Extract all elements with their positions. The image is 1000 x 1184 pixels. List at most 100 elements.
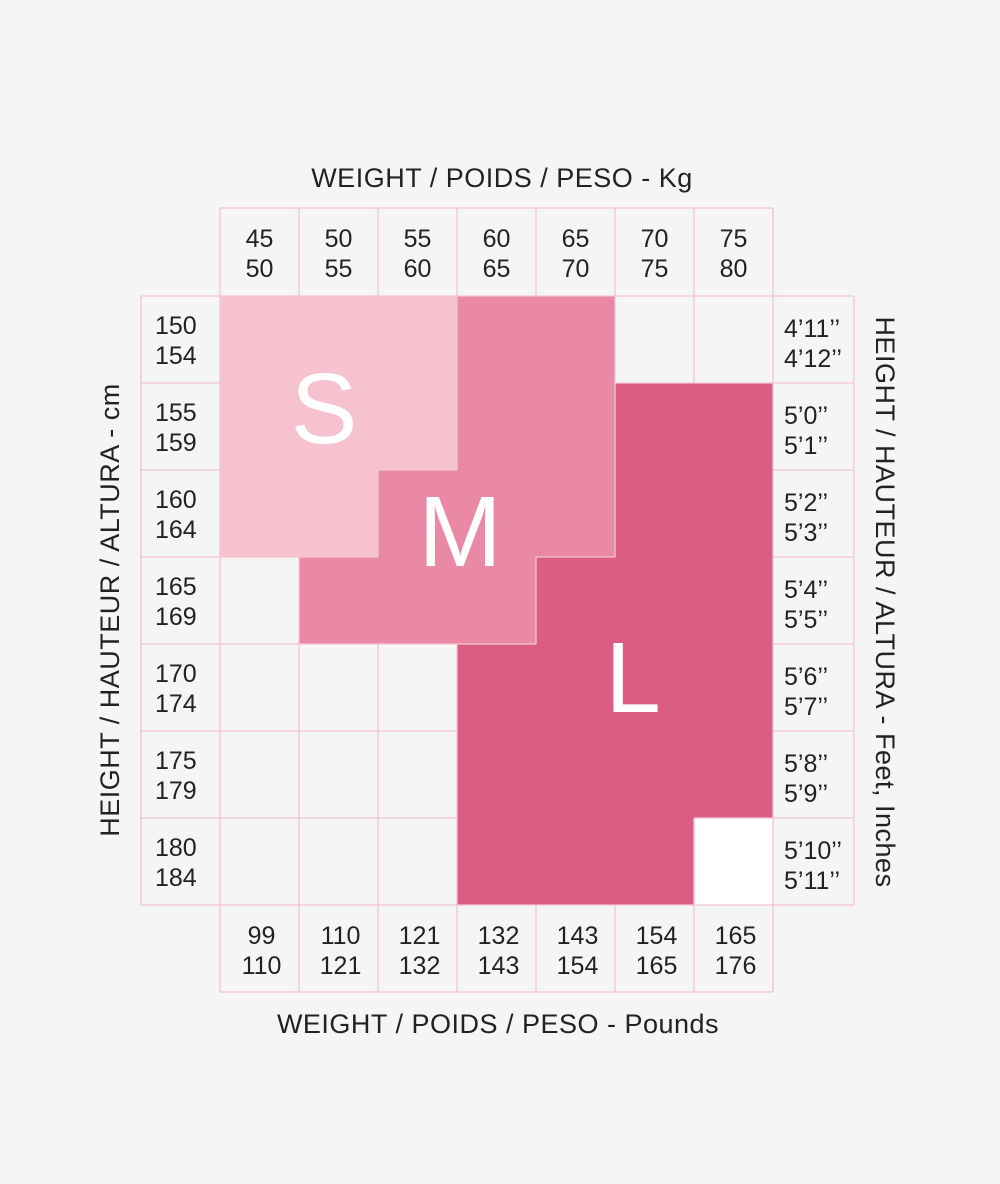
weight-lb-label: 110 bbox=[242, 952, 282, 980]
height-cm-label: 154 bbox=[155, 342, 197, 370]
weight-kg-label: 65 bbox=[483, 255, 511, 283]
height-ft-label: 5’8’’ bbox=[784, 750, 828, 778]
weight-lb-label: 143 bbox=[557, 922, 599, 950]
weight-kg-label: 50 bbox=[325, 225, 353, 253]
size-cell-m bbox=[536, 470, 616, 558]
size-cell-l bbox=[615, 731, 695, 819]
weight-lb-label: 154 bbox=[557, 952, 599, 980]
weight-lb-label: 121 bbox=[320, 952, 362, 980]
height-cm-label: 170 bbox=[155, 660, 197, 688]
size-cell-l bbox=[694, 383, 774, 471]
weight-lb-label: 165 bbox=[715, 922, 757, 950]
weight-kg-label: 55 bbox=[404, 225, 432, 253]
height-ft-label: 5’0’’ bbox=[784, 402, 828, 430]
weight-lb-label: 165 bbox=[636, 952, 678, 980]
height-cm-label: 180 bbox=[155, 834, 197, 862]
weight-kg-label: 65 bbox=[562, 225, 590, 253]
height-ft-label: 4’11’’ bbox=[784, 315, 840, 343]
weight-kg-label: 70 bbox=[641, 225, 669, 253]
height-cm-label: 165 bbox=[155, 573, 197, 601]
size-cell-l bbox=[457, 818, 537, 906]
size-label-l: L bbox=[605, 622, 661, 734]
height-cm-label: 169 bbox=[155, 603, 197, 631]
size-cell-l bbox=[615, 557, 695, 645]
size-cell-l bbox=[615, 818, 695, 906]
height-ft-label: 5’2’’ bbox=[784, 489, 828, 517]
size-cell-s bbox=[220, 296, 300, 384]
size-cell-m bbox=[457, 296, 537, 384]
size-cell-s bbox=[299, 383, 379, 471]
height-cm-label: 159 bbox=[155, 429, 197, 457]
height-cm-label: 164 bbox=[155, 516, 197, 544]
size-cell-l bbox=[694, 557, 774, 645]
left-axis-title: HEIGHT / HAUTEUR / ALTURA - cm bbox=[95, 383, 125, 837]
size-cell-s bbox=[378, 383, 458, 471]
height-cm-label: 150 bbox=[155, 312, 197, 340]
size-cell-l bbox=[694, 644, 774, 732]
height-ft-label: 5’11’’ bbox=[784, 867, 840, 895]
size-cell-s bbox=[378, 296, 458, 384]
height-ft-label: 4’12’’ bbox=[784, 345, 842, 373]
size-cell-l bbox=[615, 470, 695, 558]
size-cell-l bbox=[457, 644, 537, 732]
height-ft-label: 5’6’’ bbox=[784, 663, 828, 691]
size-letters: SML bbox=[291, 353, 661, 734]
size-cell-s bbox=[299, 470, 379, 558]
height-ft-label: 5’10’’ bbox=[784, 837, 842, 865]
size-cell-l bbox=[694, 731, 774, 819]
weight-kg-label: 45 bbox=[246, 225, 274, 253]
size-cell-m bbox=[457, 557, 537, 645]
size-cell-m bbox=[457, 470, 537, 558]
top-axis-title: WEIGHT / POIDS / PESO - Kg bbox=[311, 163, 693, 193]
size-cells bbox=[220, 296, 774, 906]
size-cell-m bbox=[536, 383, 616, 471]
weight-kg-label: 55 bbox=[325, 255, 353, 283]
weight-kg-label: 80 bbox=[720, 255, 748, 283]
weight-lb-label: 132 bbox=[478, 922, 520, 950]
size-cell-l bbox=[536, 644, 616, 732]
height-cm-label: 160 bbox=[155, 486, 197, 514]
size-cell-m bbox=[378, 470, 458, 558]
size-cell-l bbox=[694, 470, 774, 558]
height-ft-label: 5’5’’ bbox=[784, 606, 828, 634]
weight-lb-label: 176 bbox=[715, 952, 757, 980]
weight-kg-label: 70 bbox=[562, 255, 590, 283]
height-ft-label: 5’7’’ bbox=[784, 693, 828, 721]
height-ft-label: 5’1’’ bbox=[784, 432, 828, 460]
size-cell-none bbox=[694, 818, 774, 906]
size-cell-s bbox=[220, 383, 300, 471]
size-label-m: M bbox=[418, 476, 501, 588]
size-cell-l bbox=[536, 731, 616, 819]
size-cell-l bbox=[615, 644, 695, 732]
weight-kg-label: 60 bbox=[483, 225, 511, 253]
size-cell-l bbox=[536, 818, 616, 906]
size-cell-m bbox=[378, 557, 458, 645]
weight-kg-label: 60 bbox=[404, 255, 432, 283]
weight-lb-label: 132 bbox=[399, 952, 441, 980]
size-cell-m bbox=[536, 296, 616, 384]
weight-kg-label: 75 bbox=[641, 255, 669, 283]
grid-lines bbox=[140, 207, 855, 993]
weight-kg-label: 75 bbox=[720, 225, 748, 253]
height-ft-label: 5’9’’ bbox=[784, 780, 828, 808]
weight-lb-label: 99 bbox=[248, 922, 276, 950]
size-cell-s bbox=[299, 296, 379, 384]
height-ft-label: 5’4’’ bbox=[784, 576, 828, 604]
height-cm-label: 175 bbox=[155, 747, 197, 775]
height-cm-label: 155 bbox=[155, 399, 197, 427]
size-cell-m bbox=[457, 383, 537, 471]
weight-lb-label: 110 bbox=[321, 922, 361, 950]
height-cm-label: 179 bbox=[155, 777, 197, 805]
weight-kg-label: 50 bbox=[246, 255, 274, 283]
height-cm-label: 184 bbox=[155, 864, 197, 892]
axis-tick-labels: 4550505555606065657070757580991101101211… bbox=[155, 225, 842, 980]
right-axis-title: HEIGHT / HAUTEUR / ALTURA - Feet, Inches bbox=[870, 316, 900, 887]
size-cell-l bbox=[457, 731, 537, 819]
size-cell-l bbox=[536, 557, 616, 645]
weight-lb-label: 143 bbox=[478, 952, 520, 980]
size-cell-l bbox=[615, 383, 695, 471]
height-cm-label: 174 bbox=[155, 690, 197, 718]
weight-lb-label: 154 bbox=[636, 922, 678, 950]
height-ft-label: 5’3’’ bbox=[784, 519, 828, 547]
